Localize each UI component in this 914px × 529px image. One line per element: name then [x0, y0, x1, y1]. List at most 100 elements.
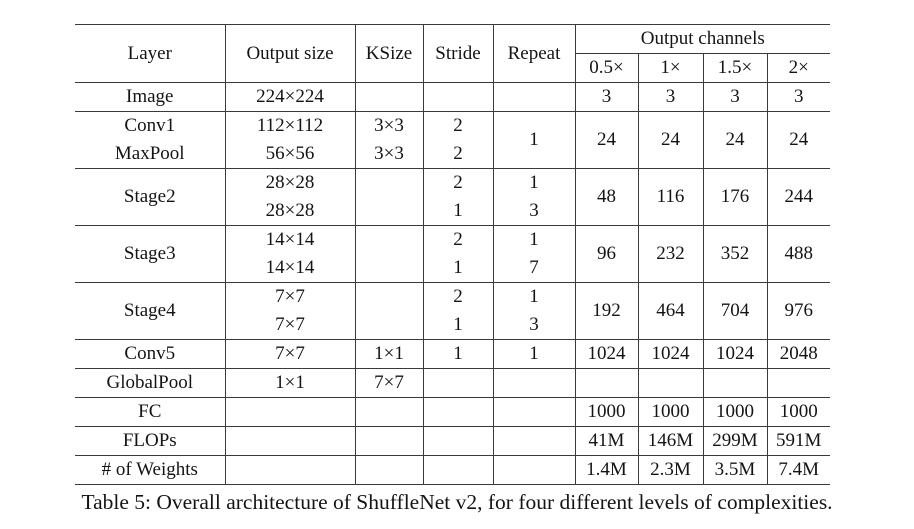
table-row-stage4-b: 7×7 1 3	[75, 311, 830, 340]
cell-layer: Image	[126, 86, 174, 108]
cell-channels: 48	[574, 168, 638, 226]
cell-empty	[354, 282, 423, 340]
cell-channels: 3	[574, 82, 638, 112]
col-header-variant-1.5x: 1.5×	[702, 53, 767, 83]
cell-output-size: 7×7	[224, 282, 355, 311]
cell-empty	[766, 368, 831, 398]
cell-ksize: 3×3	[354, 140, 423, 169]
cell-channels: 24	[637, 111, 703, 169]
col-header-variant-0.5x: 0.5×	[574, 53, 638, 83]
cell-repeat: 1	[492, 111, 575, 169]
col-header-variant-2x: 2×	[766, 53, 831, 83]
cell-output-size: 14×14	[224, 254, 355, 283]
table-row-stage4-a: Stage4 7×7 2 1 192 464 704 976	[75, 282, 831, 340]
cell-flops: 41M	[574, 426, 638, 456]
cell-layer: GlobalPool	[106, 372, 194, 394]
cell-empty	[354, 397, 423, 427]
cell-channels: 976	[766, 282, 831, 340]
cell-flops: 299M	[702, 426, 767, 456]
cell-channels: 24	[766, 111, 831, 169]
cell-repeat: 1	[492, 282, 575, 311]
table-row-flops: FLOPs 41M 146M 299M 591M	[75, 426, 831, 456]
header-row-1: Layer Output size KSize Stride Repeat Ou…	[75, 24, 831, 83]
shufflenet-architecture-table: Layer Output size KSize Stride Repeat Ou…	[75, 24, 831, 485]
col-header-repeat: Repeat	[492, 24, 575, 83]
cell-channels: 1000	[766, 397, 831, 427]
cell-layer: FC	[138, 401, 162, 423]
col-header-stride: Stride	[422, 24, 493, 83]
cell-channels: 352	[702, 225, 767, 283]
cell-empty	[354, 168, 423, 226]
cell-output-size: 28×28	[224, 168, 355, 197]
cell-repeat: 3	[492, 197, 575, 226]
row-group-stage3: Stage3 14×14 2 1 96 232 352 488 14×14 1 …	[75, 225, 831, 283]
cell-empty	[637, 368, 703, 398]
cell-channels: 244	[766, 168, 831, 226]
header-row-2: 0.5× 1× 1.5× 2×	[75, 53, 831, 83]
cell-layer: MaxPool	[114, 143, 185, 165]
table-row-maxpool: MaxPool 56×56 3×3 2	[75, 140, 830, 169]
cell-channels: 3	[766, 82, 831, 112]
row-group-weights: # of Weights 1.4M 2.3M 3.5M 7.4M	[75, 455, 831, 485]
table-row-globalpool: GlobalPool 1×1 7×7	[75, 368, 831, 398]
cell-layer: Conv1	[124, 115, 176, 137]
cell-output-size: 112×112	[224, 111, 355, 140]
cell-empty	[354, 225, 423, 283]
cell-channels: 488	[766, 225, 831, 283]
cell-empty	[224, 397, 355, 427]
row-group-stage2: Stage2 28×28 2 1 48 116 176 244 28×28 1 …	[75, 168, 831, 226]
cell-flops: 591M	[766, 426, 831, 456]
cell-channels: 1000	[702, 397, 767, 427]
cell-empty	[492, 455, 575, 485]
col-header-ksize: KSize	[354, 24, 423, 83]
cell-empty	[422, 368, 493, 398]
cell-layer: Stage2	[123, 186, 176, 208]
row-group-conv1-maxpool: Conv1 112×112 3×3 2 1 24 24 24 24 MaxPoo…	[75, 111, 831, 169]
table-row-stage3-b: 14×14 1 7	[75, 254, 830, 283]
cell-output-size: 28×28	[224, 197, 355, 226]
table-row-fc: FC 1000 1000 1000 1000	[75, 397, 831, 427]
cell-stride: 1	[422, 339, 493, 369]
cell-stride: 2	[422, 168, 493, 197]
cell-channels: 1024	[702, 339, 767, 369]
cell-repeat: 1	[492, 225, 575, 254]
cell-channels: 116	[637, 168, 703, 226]
row-group-flops: FLOPs 41M 146M 299M 591M	[75, 426, 831, 456]
table-row-conv1: Conv1 112×112 3×3 2 1 24 24 24 24	[75, 111, 831, 169]
cell-layer: FLOPs	[122, 430, 177, 452]
cell-channels: 1000	[574, 397, 638, 427]
cell-repeat: 3	[492, 311, 575, 340]
cell-weights: 1.4M	[574, 455, 638, 485]
row-group-stage4: Stage4 7×7 2 1 192 464 704 976 7×7 1 3	[75, 282, 831, 340]
cell-layer: Stage3	[123, 243, 176, 265]
cell-channels: 704	[702, 282, 767, 340]
cell-empty	[492, 82, 575, 112]
cell-channels: 3	[637, 82, 703, 112]
cell-stride: 2	[422, 282, 493, 311]
cell-empty	[354, 455, 423, 485]
table-row-stage2-b: 28×28 1 3	[75, 197, 830, 226]
cell-empty	[492, 368, 575, 398]
cell-layer: Conv5	[124, 343, 176, 365]
cell-channels: 176	[702, 168, 767, 226]
cell-stride: 1	[422, 254, 493, 283]
col-header-layer: Layer	[127, 42, 172, 64]
cell-channels: 232	[637, 225, 703, 283]
cell-repeat: 1	[492, 339, 575, 369]
cell-empty	[224, 455, 355, 485]
table-row-weights: # of Weights 1.4M 2.3M 3.5M 7.4M	[75, 455, 831, 485]
cell-empty	[224, 426, 355, 456]
cell-ksize: 7×7	[354, 368, 423, 398]
cell-layer: # of Weights	[101, 459, 198, 481]
cell-empty	[702, 368, 767, 398]
cell-layer: Stage4	[123, 300, 176, 322]
cell-output-size: 56×56	[224, 140, 355, 169]
cell-repeat: 1	[492, 168, 575, 197]
cell-stride: 1	[422, 197, 493, 226]
cell-channels: 1024	[574, 339, 638, 369]
cell-stride: 2	[422, 140, 493, 169]
cell-channels: 1000	[637, 397, 703, 427]
cell-empty	[492, 397, 575, 427]
cell-empty	[422, 426, 493, 456]
row-group-conv5: Conv5 7×7 1×1 1 1 1024 1024 1024 2048	[75, 339, 831, 369]
